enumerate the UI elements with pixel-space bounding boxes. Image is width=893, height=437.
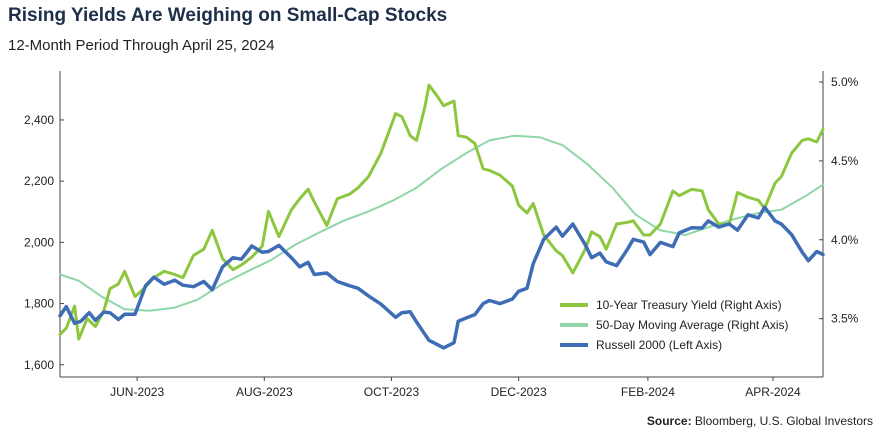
right-axis-tick-label: 3.5% <box>831 312 859 326</box>
x-axis-tick-label: DEC-2023 <box>491 385 547 399</box>
chart-title: Rising Yields Are Weighing on Small-Cap … <box>8 5 448 26</box>
x-axis-tick-label: FEB-2024 <box>621 385 675 399</box>
chart-axes: 1,600 1,800 2,000 2,200 2,400 3.5% 4.0% 4.5% 5.0… <box>24 71 859 399</box>
treasury-yield-line <box>58 83 825 341</box>
left-axis-tick-label: 2,200 <box>24 174 54 188</box>
right-axis-tick-label: 4.0% <box>831 233 859 247</box>
chart-legend: 10-Year Treasury Yield (Right Axis) 50-Da… <box>560 298 789 352</box>
source-text: Bloomberg, U.S. Global Investors <box>694 414 873 428</box>
right-axis-tick-label: 5.0% <box>831 75 859 89</box>
legend-label: 50-Day Moving Average (Right Axis) <box>596 318 789 332</box>
x-axis-tick-label: AUG-2023 <box>236 385 293 399</box>
right-axis-tick-label: 4.5% <box>831 154 859 168</box>
legend-label: Russell 2000 (Left Axis) <box>596 338 722 352</box>
russell-2000-line <box>58 205 825 350</box>
chart-source: Source: Bloomberg, U.S. Global Investors <box>647 414 873 428</box>
left-axis-tick-label: 1,800 <box>24 297 54 311</box>
x-axis-tick-label: OCT-2023 <box>364 385 420 399</box>
left-axis-tick-label: 2,000 <box>24 235 54 249</box>
left-axis-tick-label: 2,400 <box>24 113 54 127</box>
chart-series <box>58 83 825 350</box>
moving-average-line <box>59 134 824 312</box>
source-label: Source: <box>646 414 692 428</box>
left-axis-tick-label: 1,600 <box>24 358 54 372</box>
x-axis-tick-label: JUN-2023 <box>110 385 164 399</box>
legend-label: 10-Year Treasury Yield (Right Axis) <box>596 298 782 312</box>
x-axis-tick-label: APR-2024 <box>745 385 801 399</box>
chart-subtitle: 12-Month Period Through April 25, 2024 <box>8 37 275 54</box>
